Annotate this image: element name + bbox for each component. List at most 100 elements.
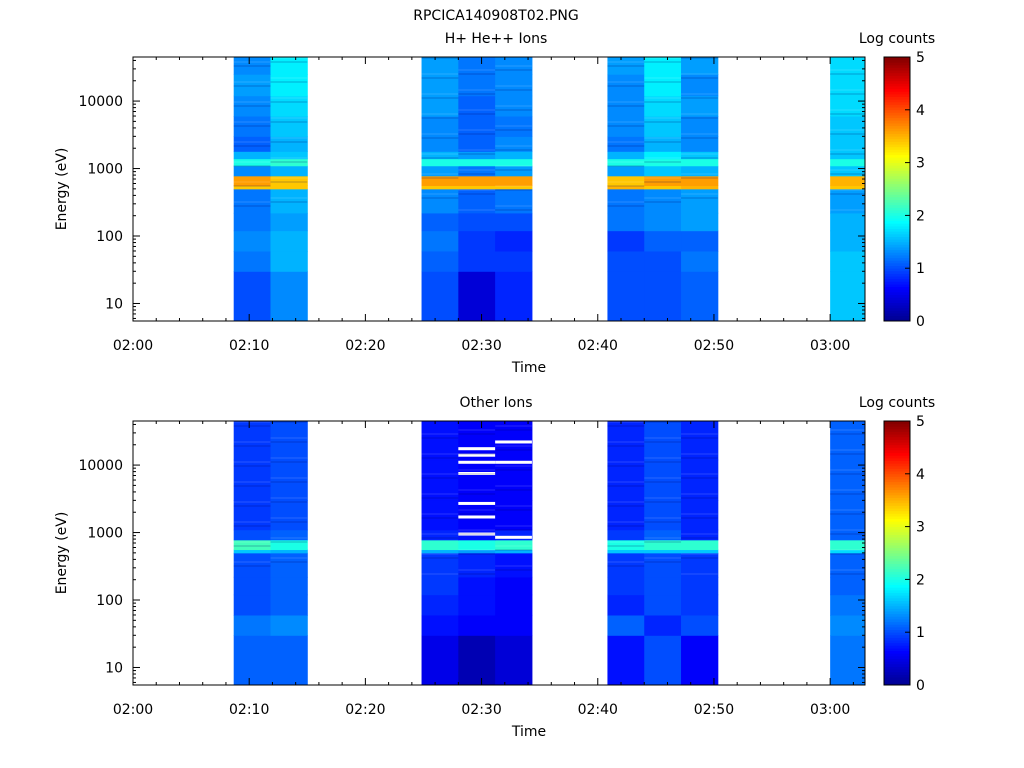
colorbar-tick-label: 5 (916, 414, 925, 430)
channel-band (421, 173, 459, 175)
heatmap-cell (607, 136, 645, 152)
heatmap-cell (644, 212, 682, 232)
channel-band (233, 545, 271, 547)
channel-band (233, 65, 271, 67)
no-data-bin (458, 472, 496, 475)
heatmap-cell (830, 459, 865, 501)
channel-band (458, 549, 496, 551)
colorbar-swatch (884, 539, 910, 543)
channel-band (233, 541, 271, 543)
heatmap-cell (233, 185, 271, 190)
channel-band (681, 457, 718, 459)
x-axis-label: Time (511, 360, 546, 376)
channel-band (607, 201, 645, 203)
heatmap-cell (607, 459, 645, 501)
channel-band (495, 209, 532, 211)
heatmap-cell (270, 539, 308, 551)
colorbar-swatch (884, 534, 910, 538)
channel-band (270, 97, 308, 99)
colorbar: 0 1 2 3 4 5 Log counts (859, 31, 935, 330)
heatmap-cell (830, 594, 865, 616)
channel-band (681, 557, 718, 559)
channel-band (644, 481, 682, 483)
heatmap-cell (644, 136, 682, 152)
channel-band (681, 553, 718, 555)
channel-band (233, 185, 271, 187)
heatmap-cell (458, 95, 496, 117)
colorbar-swatch (884, 297, 910, 301)
channel-band (270, 517, 308, 519)
heatmap-cell (233, 165, 271, 177)
channel-band (270, 77, 308, 79)
colorbar-swatch (884, 212, 910, 216)
channel-band (495, 429, 532, 431)
heatmap-cell (458, 250, 496, 272)
no-data-bin (458, 501, 496, 505)
colorbar-swatch (884, 299, 910, 303)
channel-band (644, 177, 682, 179)
channel-band (233, 205, 271, 207)
colorbar-swatch (884, 284, 910, 288)
heatmap-cell (270, 250, 308, 272)
heatmap-cell (421, 421, 459, 461)
colorbar-swatch (884, 120, 910, 124)
channel-band (607, 541, 645, 543)
colorbar-swatch (884, 225, 910, 229)
heatmap-cell (495, 529, 533, 541)
channel-band (495, 469, 532, 471)
channel-band (421, 177, 459, 179)
colorbar-swatch (884, 592, 910, 596)
colorbar-swatch (884, 479, 910, 483)
channel-band (607, 105, 645, 107)
heatmap-cell (270, 614, 308, 636)
colorbar: 0 1 2 3 4 5 Log counts (859, 395, 935, 694)
heatmap-cell (830, 635, 865, 685)
colorbar-swatch (884, 99, 910, 103)
heatmap-cell (644, 459, 682, 501)
colorbar-swatch (884, 436, 910, 440)
heatmap-cell (681, 57, 719, 75)
channel-band (458, 509, 496, 511)
colorbar-swatch (884, 107, 910, 111)
colorbar-swatch (884, 487, 910, 491)
channel-band (495, 69, 532, 71)
heatmap-cell (681, 250, 719, 272)
heatmap-cells (233, 57, 865, 321)
channel-band (644, 81, 682, 83)
y-tick-label: 1000 (87, 526, 123, 542)
channel-band (644, 97, 682, 99)
channel-band (421, 197, 459, 199)
channel-band (458, 469, 496, 471)
colorbar-swatch (884, 500, 910, 504)
channel-band (830, 193, 865, 195)
channel-band (421, 133, 459, 135)
colorbar-swatch (884, 508, 910, 512)
heatmap-cell (644, 188, 682, 214)
channel-band (607, 141, 645, 143)
heatmap-cell (644, 185, 682, 190)
heatmap-cell (495, 552, 533, 578)
channel-band (233, 461, 271, 463)
heatmap-cell (644, 151, 682, 160)
channel-band (233, 145, 271, 147)
colorbar-swatch (884, 252, 910, 256)
colorbar-swatch (884, 204, 910, 208)
colorbar-tick-label: 5 (916, 50, 925, 66)
channel-band (830, 433, 865, 435)
colorbar-swatch (884, 523, 910, 527)
channel-band (458, 429, 496, 431)
channel-band (270, 201, 308, 203)
colorbar-swatch (884, 621, 910, 625)
colorbar-swatch (884, 191, 910, 195)
y-tick-label: 10000 (78, 458, 123, 474)
heatmap-cell (233, 594, 271, 616)
colorbar-swatch (884, 133, 910, 137)
colorbar-swatch (884, 159, 910, 163)
channel-band (644, 497, 682, 499)
heatmap-cell (644, 158, 682, 167)
colorbar-swatch (884, 141, 910, 145)
colorbar-swatch (884, 465, 910, 469)
heatmap-cell (830, 614, 865, 636)
colorbar-swatch (884, 584, 910, 588)
